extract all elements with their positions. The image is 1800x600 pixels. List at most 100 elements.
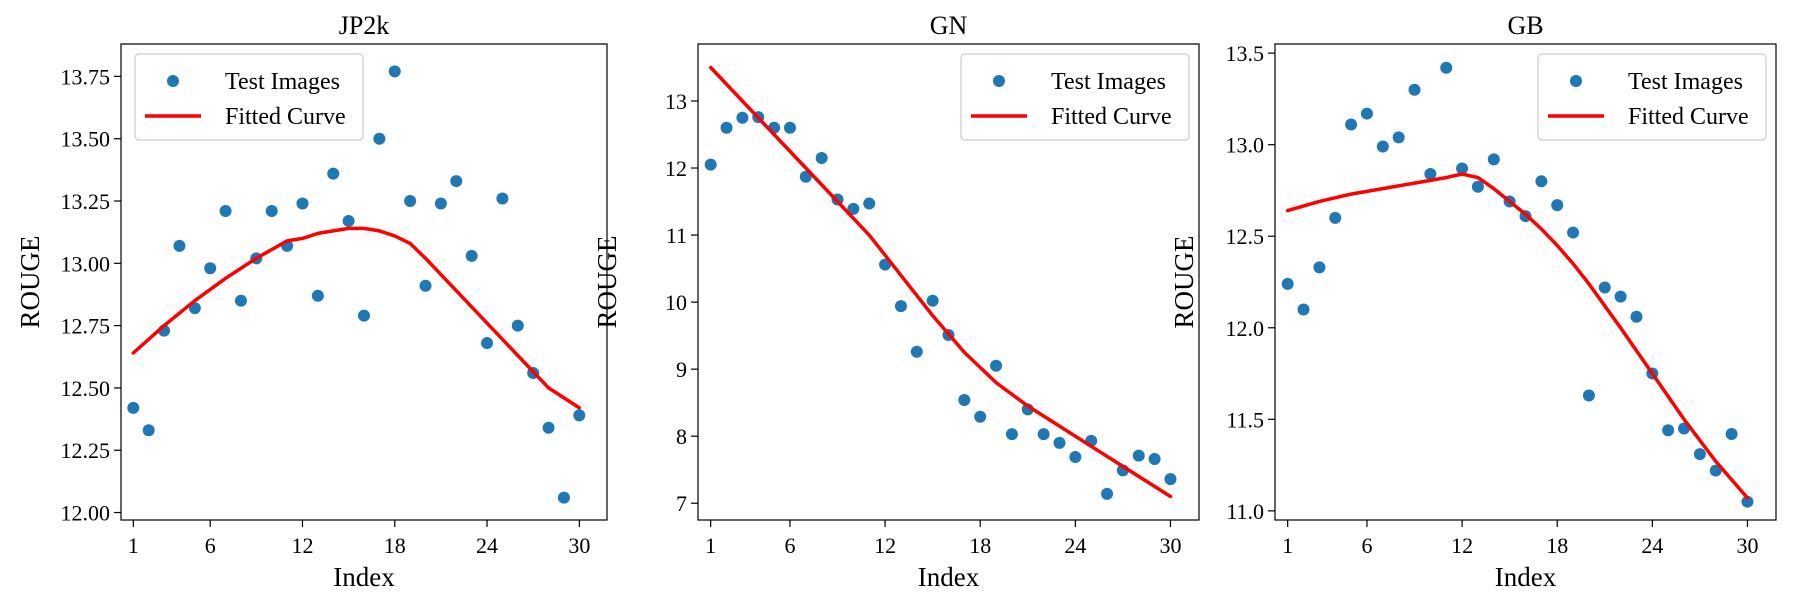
legend: Test Images Fitted Curve xyxy=(960,53,1190,141)
data-point xyxy=(1329,211,1342,224)
chart-title: JP2k xyxy=(339,11,390,40)
data-point xyxy=(1345,118,1358,131)
data-point xyxy=(815,151,828,164)
y-tick-label: 12.25 xyxy=(61,438,111,463)
data-point xyxy=(783,121,796,134)
x-tick-label: 12 xyxy=(291,533,313,558)
y-tick-label: 13.75 xyxy=(61,64,111,89)
chart-gb: GB 11.0 11.5 12.0 12.5 13.0 13.5 1 6 12 18 24 30 Inde… xyxy=(1169,11,1777,592)
fitted-curve-line xyxy=(708,65,1173,499)
legend-label: Test Images xyxy=(225,69,340,95)
data-point xyxy=(1456,162,1469,175)
data-point xyxy=(1313,261,1326,274)
data-point xyxy=(204,262,217,275)
data-point xyxy=(894,300,907,313)
y-tick-label: 13 xyxy=(665,89,687,114)
y-tick-label: 11 xyxy=(666,223,687,248)
data-point xyxy=(863,197,876,210)
y-tick-label: 11.0 xyxy=(1226,499,1264,524)
data-point xyxy=(1614,290,1627,303)
legend-box xyxy=(1537,53,1767,141)
legend-label: Test Images xyxy=(1628,69,1743,95)
data-point xyxy=(910,345,923,358)
x-axis-label: Index xyxy=(1495,562,1557,592)
data-point xyxy=(388,65,401,78)
data-point xyxy=(926,294,939,307)
y-tick-label: 13.5 xyxy=(1226,41,1265,66)
data-point xyxy=(1005,428,1018,441)
y-axis-label: ROUGE xyxy=(1169,236,1199,329)
legend-marker-test-images xyxy=(1570,75,1582,87)
chart-gn: GN 7 8 9 10 11 12 13 1 6 12 18 24 30 Index ROUGE Test Im… xyxy=(592,11,1200,592)
data-point xyxy=(1408,83,1421,96)
plot-frame xyxy=(697,43,1200,521)
data-point xyxy=(311,289,324,302)
data-point xyxy=(557,491,570,504)
x-axis-label: Index xyxy=(333,562,395,592)
legend-box xyxy=(960,53,1190,141)
data-point xyxy=(990,359,1003,372)
data-point xyxy=(1297,303,1310,316)
data-point xyxy=(296,197,309,210)
y-tick-label: 12.50 xyxy=(61,376,111,401)
data-point xyxy=(142,424,155,437)
data-point xyxy=(1164,473,1177,486)
data-point xyxy=(342,214,355,227)
y-tick-label: 13.00 xyxy=(61,251,111,276)
data-point xyxy=(465,249,478,262)
data-point xyxy=(958,393,971,406)
y-tick-label: 13.50 xyxy=(61,127,111,152)
legend-marker-test-images xyxy=(167,75,179,87)
data-point xyxy=(511,319,524,332)
data-point xyxy=(1487,153,1500,166)
y-tick-label: 13.25 xyxy=(61,189,111,214)
chart-jp2k: JP2k 12.00 12.25 12.50 12.75 13.00 13.25 13.50 1… xyxy=(15,11,608,592)
data-point xyxy=(1037,428,1050,441)
data-point xyxy=(173,239,186,252)
data-point xyxy=(234,294,247,307)
x-tick-label: 6 xyxy=(205,533,216,558)
x-tick-label: 12 xyxy=(1451,533,1473,558)
data-point xyxy=(1101,487,1114,500)
data-point xyxy=(404,195,417,208)
data-point xyxy=(799,170,812,183)
legend: Test Images Fitted Curve xyxy=(1537,53,1767,141)
x-tick-label: 18 xyxy=(384,533,406,558)
plot-frame xyxy=(1274,43,1777,521)
y-tick-label: 12.5 xyxy=(1226,224,1265,249)
fitted-curve-line xyxy=(1285,172,1750,500)
data-point xyxy=(434,197,447,210)
data-point xyxy=(974,410,987,423)
legend-box xyxy=(134,53,364,141)
legend-marker-test-images xyxy=(993,75,1005,87)
y-tick-label: 13.0 xyxy=(1226,133,1265,158)
data-point xyxy=(127,401,140,414)
data-point xyxy=(1535,175,1548,188)
x-tick-label: 1 xyxy=(128,533,139,558)
y-tick-label: 7 xyxy=(676,491,687,516)
data-point xyxy=(450,175,463,188)
y-tick-label: 9 xyxy=(676,357,687,382)
legend: Test Images Fitted Curve xyxy=(134,53,364,141)
y-tick-label: 11.5 xyxy=(1226,407,1264,432)
data-point xyxy=(219,204,232,217)
x-tick-label: 18 xyxy=(969,533,991,558)
data-point xyxy=(1392,131,1405,144)
fitted-curve-line xyxy=(131,226,582,410)
x-axis-label: Index xyxy=(918,562,980,592)
data-point xyxy=(1598,281,1611,294)
data-point xyxy=(1582,389,1595,402)
y-tick-label: 12.75 xyxy=(61,314,111,339)
x-tick-label: 24 xyxy=(476,533,498,558)
y-tick-label: 10 xyxy=(665,290,687,315)
legend-label: Test Images xyxy=(1051,69,1166,95)
data-point xyxy=(1440,61,1453,74)
data-point xyxy=(1630,310,1643,323)
x-tick-label: 6 xyxy=(1361,533,1372,558)
data-point xyxy=(542,421,555,434)
data-point xyxy=(1567,226,1580,239)
x-tick-label: 1 xyxy=(1282,533,1293,558)
data-point xyxy=(1471,180,1484,193)
chart-title: GN xyxy=(930,11,968,40)
